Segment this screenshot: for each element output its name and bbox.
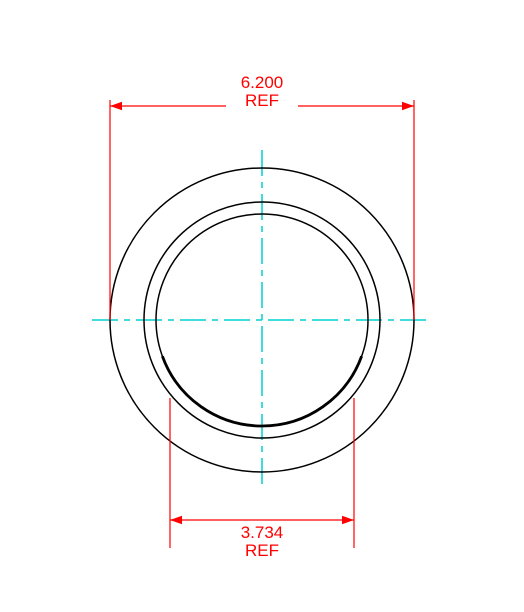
dim-inner-arrow-left bbox=[170, 516, 182, 524]
dim-inner-value: 3.734 bbox=[241, 523, 284, 542]
dim-inner-arrow-right bbox=[342, 516, 354, 524]
engineering-drawing: 6.200REF3.734REF bbox=[0, 0, 524, 612]
dim-outer-arrow-right bbox=[402, 102, 414, 110]
dim-outer-value: 6.200 bbox=[241, 73, 284, 92]
dim-outer-arrow-left bbox=[110, 102, 122, 110]
dim-inner-ref: REF bbox=[245, 541, 279, 560]
dim-outer-ref: REF bbox=[245, 91, 279, 110]
